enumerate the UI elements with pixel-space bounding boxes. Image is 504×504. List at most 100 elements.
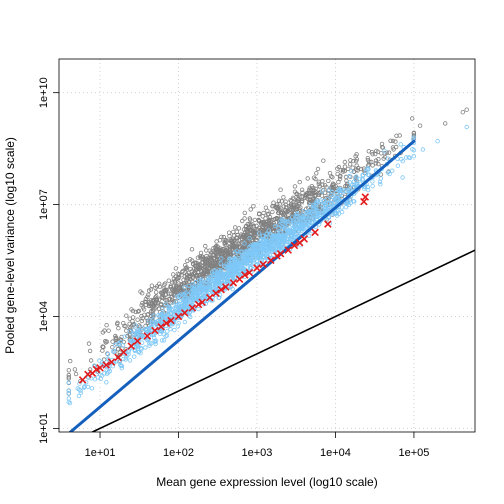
scatter-point (366, 149, 371, 154)
scatter-point (216, 253, 221, 259)
scatter-point (314, 198, 319, 204)
scatter-point (349, 168, 354, 174)
scatter-point (247, 221, 252, 227)
scatter-point (121, 321, 126, 326)
scatter-point (175, 271, 181, 276)
scatter-point (464, 107, 469, 112)
scatter-point (226, 230, 232, 235)
scatter-point (305, 176, 310, 181)
x-marker-stroke (151, 326, 159, 335)
scatter-point (230, 277, 236, 282)
scatter-point (379, 141, 385, 147)
scatter-point (339, 205, 344, 210)
scatter-point (281, 211, 287, 216)
scatter-point (230, 286, 235, 292)
scatter-point (347, 162, 353, 167)
scatter-point (336, 179, 341, 185)
scatter-point (291, 219, 296, 225)
scatter-point (145, 312, 150, 317)
scatter-point (411, 148, 417, 153)
scatter-point (176, 294, 182, 299)
x-marker (300, 235, 308, 243)
scatter-point (278, 245, 284, 251)
x-marker (96, 364, 104, 372)
scatter-point (394, 133, 399, 138)
scatter-point (153, 294, 159, 299)
scatter-point (139, 340, 145, 345)
scatter-point (139, 313, 144, 319)
scatter-point (265, 212, 270, 217)
scatter-point (151, 307, 156, 312)
scatter-point (250, 253, 256, 258)
scatter-point (182, 285, 187, 290)
scatter-point (110, 339, 115, 344)
scatter-point (133, 309, 138, 315)
scatter-point (330, 175, 335, 180)
scatter-point (410, 116, 415, 121)
scatter-point (275, 216, 280, 222)
scatter-point (376, 161, 381, 167)
scatter-point (417, 123, 423, 128)
scatter-point (365, 165, 371, 171)
scatter-point (294, 213, 300, 219)
scatter-point (202, 294, 207, 299)
scatter-point (214, 277, 219, 282)
scatter-point (176, 321, 181, 326)
scatter-point (196, 306, 201, 312)
y-tick-label: 1e+07 (38, 189, 50, 220)
scatter-point (271, 233, 276, 238)
x-marker-stroke (96, 364, 104, 372)
scatter-point (227, 246, 233, 251)
scatter-point (134, 342, 140, 347)
scatter-point (146, 288, 152, 293)
scatter-point (66, 368, 71, 373)
scatter-point (251, 223, 257, 229)
scatter-point (193, 294, 198, 299)
scatter-point (379, 151, 384, 156)
scatter-point (182, 319, 188, 325)
scatter-point (304, 192, 309, 198)
scatter-point (168, 284, 173, 290)
x-marker (290, 241, 299, 250)
x-marker-stroke (241, 271, 249, 279)
scatter-point (179, 272, 184, 278)
scatter-point (152, 301, 157, 306)
x-marker-stroke (188, 304, 197, 312)
scatter-point (296, 222, 302, 227)
scatter-point (115, 346, 121, 352)
scatter-point (203, 279, 209, 284)
scatter-point (122, 334, 128, 339)
scatter-point (290, 195, 296, 200)
scatter-point (198, 282, 203, 287)
scatter-point (398, 142, 403, 147)
scatter-point (195, 287, 200, 292)
scatter-point (393, 139, 398, 144)
scatter-point (288, 217, 293, 222)
x-marker (114, 353, 122, 362)
scatter-point (420, 147, 426, 152)
scatter-point (302, 216, 308, 221)
scatter-point (320, 182, 325, 188)
scatter-point (351, 158, 356, 164)
scatter-point (335, 171, 340, 177)
scatter-point (390, 138, 396, 144)
scatter-point (204, 263, 209, 269)
scatter-point (328, 192, 333, 198)
scatter-point (198, 289, 204, 294)
x-marker-stroke (133, 337, 142, 345)
scatter-point (329, 197, 335, 203)
scatter-point (356, 165, 361, 171)
scatter-point (171, 276, 177, 281)
scatter-point (139, 325, 144, 331)
x-marker (162, 319, 171, 327)
scatter-point (391, 147, 396, 152)
scatter-point (263, 216, 268, 221)
scatter-point (138, 289, 143, 294)
x-marker (229, 279, 238, 287)
scatter-point (342, 168, 347, 174)
scatter-point (207, 275, 212, 280)
scatter-point (247, 227, 253, 233)
scatter-point (78, 388, 83, 393)
scatter-point (216, 248, 221, 254)
scatter-point (188, 290, 194, 295)
